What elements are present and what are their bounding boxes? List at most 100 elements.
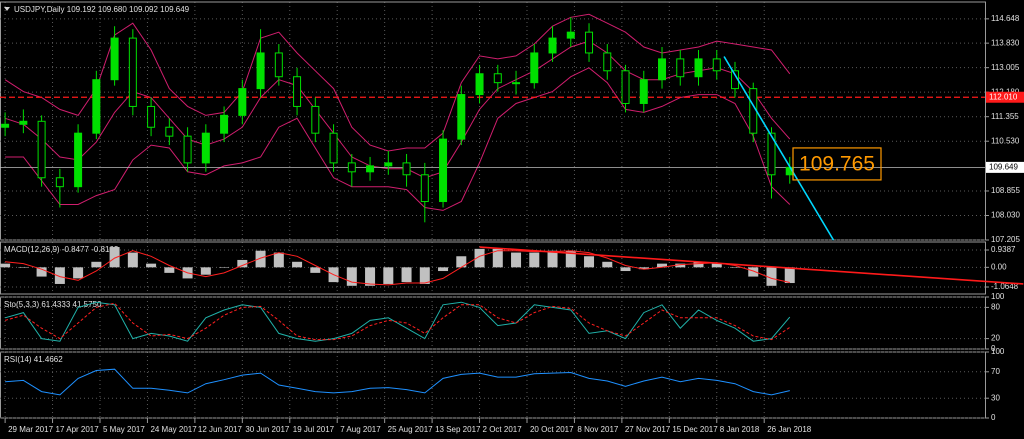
macd-bar <box>766 267 777 286</box>
candle-body <box>548 37 557 54</box>
candle-body <box>74 132 83 188</box>
macd-bar <box>310 267 321 273</box>
candle-body <box>201 132 210 164</box>
macd-bar <box>146 263 157 268</box>
candle-body <box>220 114 229 134</box>
indicator-line <box>4 302 791 341</box>
x-tick-label: 20 Oct 2017 <box>530 425 574 434</box>
y-tick-label: 100 <box>991 347 1005 356</box>
x-tick-label: 30 Jun 2017 <box>245 425 290 434</box>
x-tick-label: 24 May 2017 <box>150 425 197 434</box>
title-marker <box>4 7 10 11</box>
band-line <box>5 67 791 211</box>
panel-frame <box>0 351 986 419</box>
candle-body <box>347 162 356 173</box>
candle-body <box>92 79 101 134</box>
macd-bar <box>547 250 558 268</box>
x-tick-label: 7 Aug 2017 <box>340 425 381 434</box>
y-tick-label: 110.530 <box>991 136 1020 145</box>
macd-bar <box>54 267 65 284</box>
candle-body <box>366 165 375 173</box>
panel-title: Sto(5,3,3) 61.4333 41.5750 <box>4 300 102 309</box>
macd-bar <box>255 250 266 268</box>
macd-bar <box>602 261 613 268</box>
y-tick-label: 0.00 <box>991 262 1007 271</box>
candle-body <box>512 82 521 85</box>
indicator-line <box>5 368 790 396</box>
y-tick-label: 100 <box>991 292 1005 301</box>
macd-bar <box>584 256 595 268</box>
macd-bar <box>0 263 11 268</box>
candle-body <box>658 58 667 81</box>
y-tick-label: 30 <box>991 393 1000 402</box>
level-tag <box>986 91 1024 103</box>
macd-bar <box>419 267 430 284</box>
x-tick-label: 26 Jan 2018 <box>767 425 812 434</box>
candle-body <box>1 123 10 128</box>
panel-frame <box>0 296 986 350</box>
candle-body <box>256 52 265 90</box>
y-tick-label: 108.855 <box>991 186 1020 195</box>
macd-bar <box>748 267 759 277</box>
y-tick-label: 108.030 <box>991 211 1020 220</box>
candle-body <box>694 58 703 78</box>
x-tick-label: 2 Oct 2017 <box>483 425 523 434</box>
panel-title: MACD(12,26,9) -0.8477 -0.8162 <box>4 245 119 254</box>
y-tick-label: 0 <box>991 413 996 422</box>
macd-bar <box>529 252 540 268</box>
candle-body <box>238 88 247 116</box>
x-tick-label: 15 Dec 2017 <box>672 425 718 434</box>
candle-body <box>420 174 429 203</box>
y-tick-label: 70 <box>991 367 1000 376</box>
candle-body <box>274 52 283 78</box>
macd-bar <box>456 256 467 268</box>
macd-bar <box>474 248 485 268</box>
macd-bar <box>711 263 722 268</box>
annotation-label: 109.765 <box>799 152 875 175</box>
macd-bar <box>292 261 303 268</box>
candle-body <box>439 138 448 203</box>
x-tick-label: 27 Nov 2017 <box>625 425 671 434</box>
x-tick-label: 29 Mar 2017 <box>8 425 53 434</box>
macd-bar <box>219 267 230 268</box>
x-tick-label: 19 Jul 2017 <box>293 425 335 434</box>
macd-bar <box>784 267 795 284</box>
panel-title: RSI(14) 41.4662 <box>4 355 63 364</box>
macd-bar <box>18 267 29 268</box>
y-tick-label: 20 <box>991 334 1000 343</box>
y-tick-label: 107.205 <box>991 235 1020 244</box>
y-tick-label: 114.648 <box>991 14 1020 23</box>
macd-bar <box>383 267 394 284</box>
macd-bar <box>91 261 102 268</box>
macd-bar <box>438 267 449 272</box>
candle-body <box>712 58 721 72</box>
trend-line <box>723 56 835 241</box>
candle-body <box>311 105 320 134</box>
macd-bar <box>346 267 357 286</box>
x-tick-label: 12 Jun 2017 <box>198 425 243 434</box>
candle-body <box>530 52 539 84</box>
macd-bar <box>657 263 668 268</box>
macd-bar <box>511 252 522 268</box>
candle-body <box>402 162 411 176</box>
macd-bar <box>109 247 120 268</box>
candle-body <box>19 120 28 125</box>
macd-bar <box>638 267 649 270</box>
x-tick-label: 13 Sep 2017 <box>435 425 481 434</box>
y-tick-label: 0 <box>991 344 996 353</box>
candle-body <box>493 73 502 84</box>
candle-body <box>165 126 174 137</box>
y-tick-label: 111.355 <box>991 112 1019 121</box>
macd-bar <box>675 263 686 268</box>
trend-line <box>479 246 1024 285</box>
macd-bar <box>73 267 84 279</box>
macd-bar <box>620 267 631 272</box>
candle-body <box>293 76 302 107</box>
level-label: 112.010 <box>989 92 1018 101</box>
annotation-box <box>792 147 882 181</box>
last-price-tag <box>986 161 1024 173</box>
macd-bar <box>127 252 138 268</box>
indicator-line <box>4 301 791 342</box>
macd-bar <box>365 267 376 286</box>
